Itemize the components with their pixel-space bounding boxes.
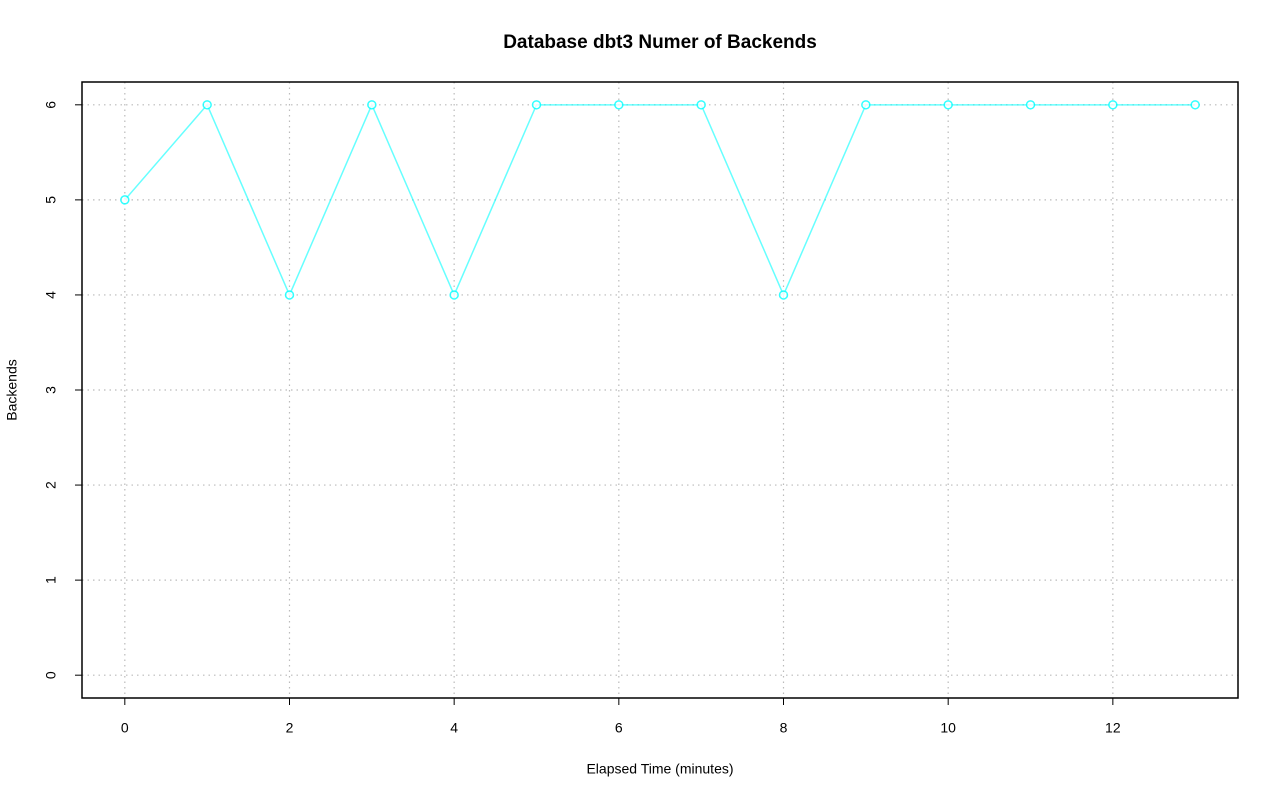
y-tick-label: 3	[43, 386, 59, 394]
plot-frame	[81, 81, 1239, 699]
x-tick-label: 6	[615, 720, 623, 736]
y-tick-label: 0	[43, 671, 59, 679]
point	[1190, 100, 1200, 110]
series-line	[124, 102, 1196, 297]
point	[614, 100, 624, 110]
y-axis-label: Backends	[4, 359, 20, 420]
x-tick-label: 10	[940, 720, 956, 736]
chart-title: Database dbt3 Numer of Backends	[503, 32, 817, 53]
x-tick-label: 4	[450, 720, 458, 736]
point	[778, 290, 789, 300]
x-tick-label: 8	[780, 720, 788, 736]
point	[696, 100, 706, 110]
x-axis-label: Elapsed Time (minutes)	[586, 761, 733, 777]
point	[202, 100, 212, 110]
point	[861, 100, 871, 110]
point	[120, 195, 130, 205]
point	[531, 100, 542, 110]
point	[367, 100, 377, 110]
point	[1108, 100, 1118, 110]
x-tick-label: 0	[121, 720, 129, 736]
y-tick-label: 2	[43, 481, 59, 489]
y-tick-label: 1	[43, 576, 59, 584]
point	[449, 290, 459, 300]
x-tick-label: 12	[1105, 720, 1121, 736]
point	[943, 100, 953, 110]
y-tick-label: 5	[43, 196, 59, 204]
y-tick-label: 6	[43, 101, 59, 109]
x-tick-label: 2	[286, 720, 294, 736]
point	[284, 290, 295, 300]
point	[1025, 100, 1036, 110]
y-tick-label: 4	[43, 291, 59, 299]
